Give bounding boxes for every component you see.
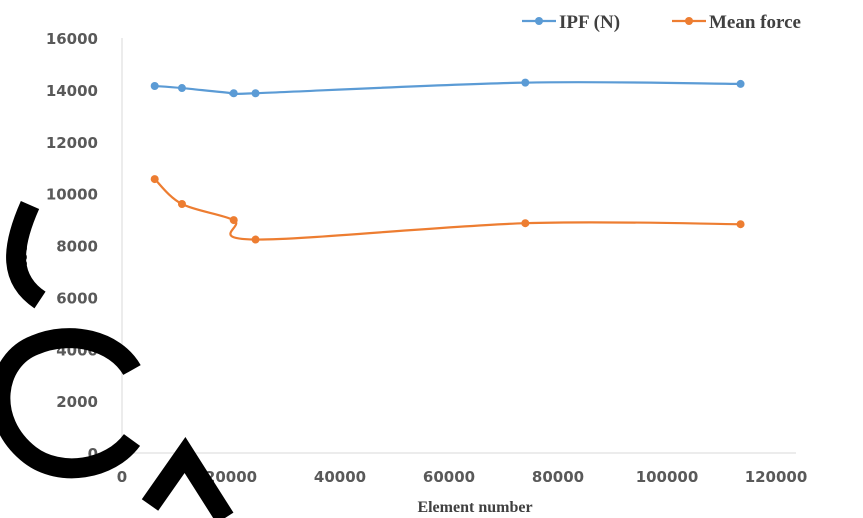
data-point	[177, 84, 186, 93]
watermark-stroke-c	[0, 200, 141, 479]
data-point	[251, 235, 260, 244]
x-axis-title: Element number	[417, 499, 532, 516]
y-tick-label: 14000	[46, 82, 98, 100]
x-tick-label: 20000	[205, 468, 257, 486]
series-line	[154, 81, 741, 96]
data-point	[521, 78, 530, 87]
legend-swatch-marker	[685, 17, 693, 25]
data-point	[229, 89, 238, 98]
data-point	[229, 216, 238, 225]
legend-item: Mean force	[672, 12, 801, 33]
watermark	[0, 200, 234, 518]
y-tick-label: 12000	[46, 134, 98, 152]
x-tick-labels: 0 20000 40000 60000 80000 100000 120000	[117, 468, 808, 486]
y-tick-label: 2000	[56, 393, 98, 411]
legend-swatch-marker	[535, 17, 543, 25]
data-point	[251, 89, 260, 98]
legend-label: IPF (N)	[559, 12, 620, 33]
x-tick-label: 60000	[423, 468, 475, 486]
data-point	[521, 219, 530, 228]
data-point	[736, 220, 745, 229]
x-tick-label: 80000	[532, 468, 584, 486]
x-tick-label: 40000	[314, 468, 366, 486]
series-1	[150, 78, 745, 98]
x-tick-label: 100000	[636, 468, 699, 486]
legend: IPF (N) Mean force	[522, 12, 801, 33]
y-tick-label: 8000	[56, 238, 98, 256]
plot-area	[121, 38, 796, 454]
y-tick-label: 6000	[56, 289, 98, 307]
data-point	[736, 79, 745, 88]
data-point	[177, 200, 186, 208]
series-line	[153, 178, 741, 241]
x-tick-label: 0	[117, 468, 127, 486]
legend-label: Mean force	[709, 12, 801, 33]
y-tick-label: 0	[88, 445, 98, 463]
watermark-stroke-r	[141, 436, 234, 518]
data-point	[150, 175, 159, 184]
legend-item: IPF (N)	[522, 12, 620, 33]
y-tick-label: 16000	[46, 30, 98, 48]
series-2	[150, 175, 745, 244]
data-point	[150, 81, 159, 90]
y-tick-label: 10000	[46, 186, 98, 204]
x-tick-label: 120000	[745, 468, 808, 486]
